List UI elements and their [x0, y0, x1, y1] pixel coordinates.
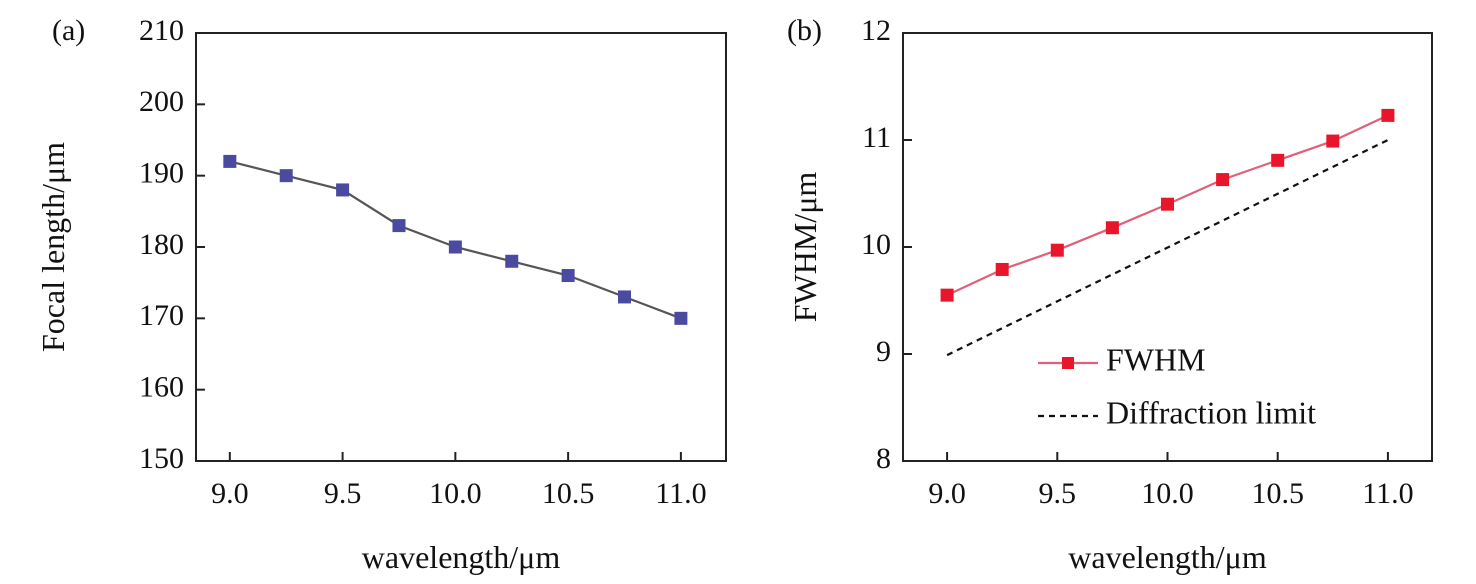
chart-1-x-tick-label: 10.5	[1251, 477, 1304, 510]
chart-0-x-tick-label: 10.5	[542, 477, 595, 510]
chart-1-x-tick-label: 10.0	[1141, 477, 1194, 510]
chart-0-y-tick-label: 180	[139, 228, 184, 261]
chart-0-x-tick-label: 9.5	[324, 477, 362, 510]
chart-0-series-0-line	[229, 160, 682, 320]
chart-1-legend-marker	[1062, 357, 1074, 369]
chart-1-y-axis-label: FWHM/μm	[787, 172, 823, 323]
chart-1-y-tick-label: 12	[861, 14, 891, 47]
chart-0-series-0-point	[505, 254, 519, 268]
chart-0-y-tick-label: 150	[139, 442, 184, 475]
chart-1-legend-label: Diffraction limit	[1106, 394, 1316, 430]
chart-0-series-0-point	[561, 269, 575, 283]
chart-0-panel: (a) 150 160 170 180 190 200 210 9.0 9.5 10.0 10.5 11…	[35, 14, 727, 575]
chart-0-y-tick-label: 190	[139, 157, 184, 190]
chart-0-y-tick-label: 160	[139, 371, 184, 404]
chart-1-series-0-point	[1326, 134, 1340, 148]
chart-0-y-tick-label: 200	[139, 85, 184, 118]
chart-0-panel-label: (a)	[52, 14, 85, 47]
chart-0-series-0-point	[223, 154, 237, 168]
chart-1-panel: (b) 8 9 10 11 12 9.0 9.5 10.0 10.5 11.0 wavelength/…	[787, 14, 1433, 575]
chart-1-x-tick-label: 11.0	[1362, 477, 1413, 510]
chart-1-series-0-point	[1050, 243, 1064, 257]
chart-0-x-tick-label: 9.0	[211, 477, 249, 510]
chart-1-legend-label: FWHM	[1106, 341, 1206, 377]
chart-1-series-0-point	[1381, 108, 1395, 122]
chart-0-y-tick-label: 170	[139, 299, 184, 332]
chart-1-series-0-point	[1161, 197, 1174, 211]
chart-0-y-tick-label: 210	[139, 14, 184, 47]
chart-1-y-tick-label: 11	[862, 121, 891, 154]
chart-0-series-0-point	[618, 290, 632, 304]
chart-0-series-0-point	[448, 240, 462, 254]
chart-1-panel-label: (b)	[787, 14, 822, 47]
chart-0-series-0-point	[279, 169, 293, 183]
chart-1-series-0-point	[1105, 221, 1119, 235]
chart-0-series-0-point	[674, 311, 688, 325]
chart-0-series-0-point	[392, 219, 406, 233]
chart-0-x-axis-label: wavelength/μm	[362, 539, 561, 575]
chart-0-y-axis-label: Focal length/μm	[35, 142, 71, 352]
chart-0-x-tick-label: 10.0	[429, 477, 482, 510]
chart-0-series-0-point	[336, 183, 350, 197]
chart-1-series-0-point	[1271, 153, 1285, 167]
chart-1-series-0-point	[940, 288, 954, 302]
chart-1-series-1-line	[946, 139, 1389, 357]
chart-0-x-tick-label: 11.0	[655, 477, 706, 510]
chart-1-series-0-point	[995, 262, 1009, 276]
chart-1-y-tick-label: 9	[876, 335, 891, 368]
chart-1-x-tick-label: 9.5	[1039, 477, 1077, 510]
chart-1-y-tick-label: 10	[861, 228, 891, 261]
chart-1-x-tick-label: 9.0	[928, 477, 966, 510]
chart-1-y-tick-label: 8	[876, 442, 891, 475]
chart-1-x-axis-label: wavelength/μm	[1068, 539, 1267, 575]
chart-1-series-0-point	[1216, 173, 1230, 187]
